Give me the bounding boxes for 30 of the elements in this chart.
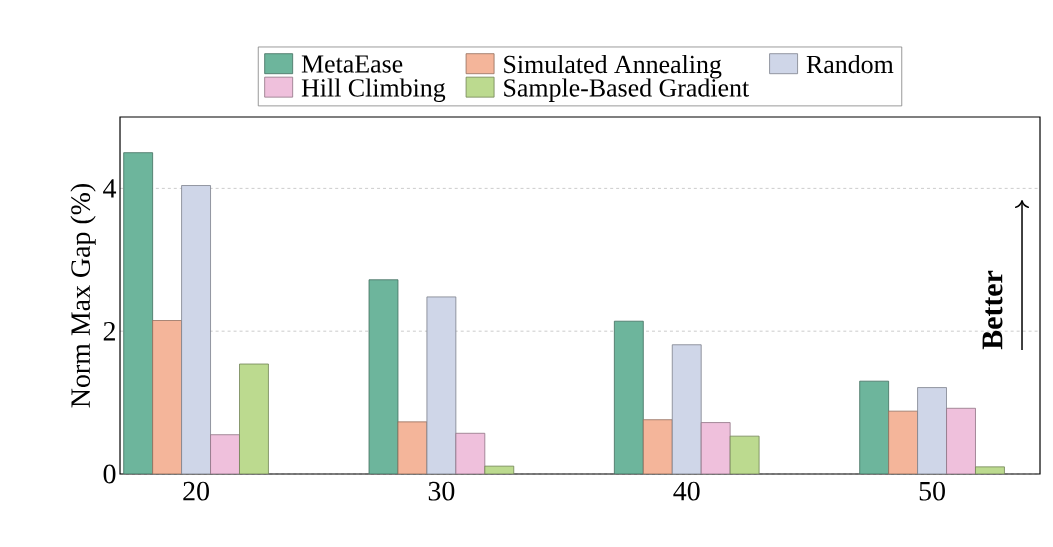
annotation: Better xyxy=(982,270,1003,350)
bar xyxy=(181,185,211,474)
x-tick-label: 20 xyxy=(183,481,209,501)
bar xyxy=(700,422,731,474)
bar xyxy=(642,419,673,474)
legend-label: Random xyxy=(806,54,894,74)
bar xyxy=(859,380,890,474)
legend-label: MetaEase xyxy=(301,55,403,73)
bar xyxy=(917,387,947,474)
bar xyxy=(426,296,457,474)
legend-label: Hill Climbing xyxy=(301,78,446,102)
bar xyxy=(397,421,428,474)
legend-label: Simulated Annealing xyxy=(504,54,722,79)
bar xyxy=(613,320,644,474)
x-tick-label: 30 xyxy=(428,481,455,501)
bar xyxy=(123,152,154,474)
x-tick-label: 50 xyxy=(919,481,945,501)
bar xyxy=(152,320,182,474)
bar xyxy=(671,344,702,474)
y-tick-label: 0 xyxy=(103,464,116,484)
y-tick-label: 2 xyxy=(103,321,115,341)
bar xyxy=(368,279,399,474)
bar xyxy=(239,363,269,474)
y-axis-title: Norm Max Gap (%) xyxy=(70,184,96,408)
bar xyxy=(210,434,240,474)
legend-label: Sample-Based Gradient xyxy=(504,78,750,102)
bar xyxy=(888,410,918,474)
y-tick-label: 4 xyxy=(103,179,117,198)
x-tick-label: 40 xyxy=(673,481,700,501)
bar xyxy=(946,407,976,474)
